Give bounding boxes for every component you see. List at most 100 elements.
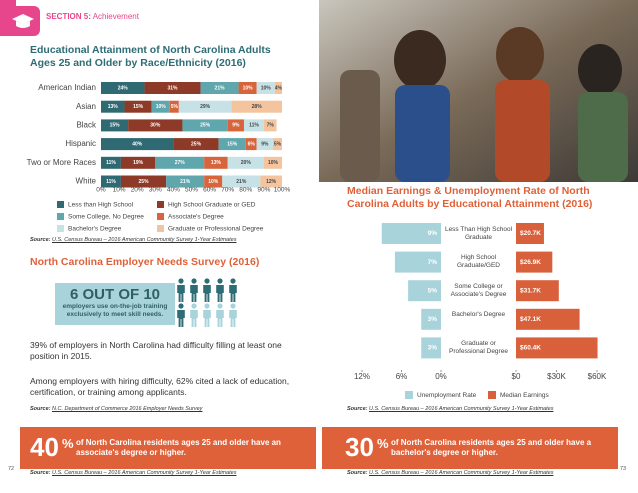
value-label: 9% [428, 230, 438, 237]
value-label: 11% [106, 179, 116, 185]
value-label: 40% [132, 141, 143, 147]
bar [381, 223, 441, 244]
value-label: 19% [133, 160, 144, 166]
bar-segment [178, 100, 232, 113]
category-label: Black [76, 121, 97, 130]
value-label: 28% [252, 104, 263, 110]
bar [516, 251, 553, 273]
callout-number: 40 [30, 432, 59, 462]
source: Source: N.C. Department of Commerce 2016… [30, 406, 202, 412]
category-label: Graduate or Professional Degree [449, 339, 508, 355]
x-tick-label: 80% [239, 187, 252, 194]
source-text: U.S. Census Bureau – 2016 American Commu… [52, 470, 237, 476]
bar [516, 280, 559, 302]
bar-segment [204, 156, 228, 169]
graduation-cap [12, 14, 34, 28]
stat-text: employers use on-the-job training exclus… [62, 303, 168, 318]
bar [421, 308, 441, 330]
bar-segment [182, 119, 228, 132]
value-label: 27% [175, 160, 186, 166]
source: Source: U.S. Census Bureau – 2016 Americ… [347, 470, 553, 476]
value-label: 25% [191, 141, 202, 147]
paragraph: Among employers with hiring difficulty, … [30, 376, 290, 397]
bar-segment [256, 82, 275, 94]
bar-segment [238, 82, 257, 94]
bar-segment [155, 156, 205, 169]
legend-swatch [157, 213, 164, 220]
photo-figure [495, 80, 550, 182]
source-text: U.S. Census Bureau – 2016 American Commu… [369, 406, 554, 412]
value-label: 10% [261, 85, 272, 91]
legend-swatch [405, 391, 413, 399]
legend-swatch [57, 213, 64, 220]
value-label: $47.1K [520, 316, 541, 323]
value-label: $31.7K [520, 287, 541, 294]
bar-segment [166, 175, 205, 188]
stat-number: 6 OUT OF 10 [69, 286, 161, 303]
x-tick-label: 40% [167, 187, 180, 194]
legend-swatch [157, 225, 164, 232]
value-label: 15% [133, 104, 144, 110]
value-label: 10% [156, 104, 167, 110]
x-tick-label: 100% [274, 187, 291, 194]
source-label: Source: [347, 470, 368, 476]
x-tick-label: 0% [435, 372, 447, 381]
callout-unit: % [377, 436, 389, 451]
photo-figure [496, 27, 544, 83]
chart-title: Median Earnings & Unemployment Rate of N… [347, 185, 593, 210]
x-tick-label: 10% [113, 187, 126, 194]
bar-segment [169, 100, 179, 113]
page-number: 73 [620, 466, 627, 472]
bar-segment [101, 138, 174, 151]
value-label: 6% [248, 141, 256, 147]
x-tick-label: 6% [396, 372, 408, 381]
bar-segment [263, 156, 282, 169]
photo-figure [395, 85, 450, 182]
value-label: 12% [266, 179, 277, 185]
photo-figure [578, 92, 628, 182]
category-label: Asian [76, 102, 96, 111]
bar [516, 308, 580, 330]
value-label: 3% [428, 316, 438, 323]
source: Source: U.S. Census Bureau – 2016 Americ… [30, 237, 236, 243]
bar-segment [200, 82, 239, 94]
source-text: U.S. Census Bureau – 2016 American Commu… [52, 237, 237, 243]
bar-segment [256, 138, 273, 151]
callout-text: of North Carolina residents ages 25 and … [76, 438, 281, 457]
source-label: Source: [30, 406, 51, 412]
value-label: 5% [274, 141, 282, 147]
x-tick-label: 50% [185, 187, 198, 194]
legend-swatch [57, 201, 64, 208]
value-label: 21% [180, 179, 191, 185]
section-name: Achievement [92, 12, 139, 21]
section-heading: SECTION 5: Achievement [46, 12, 139, 21]
value-label: 10% [208, 179, 219, 185]
value-label: $60.4K [520, 345, 541, 352]
value-label: 5% [428, 287, 438, 294]
x-tick-label: $30K [547, 372, 566, 381]
x-tick-label: 12% [354, 372, 370, 381]
stat-box [55, 283, 175, 325]
source-text: U.S. Census Bureau – 2016 American Commu… [369, 470, 554, 476]
category-label: Hispanic [65, 139, 96, 148]
source-label: Source: [30, 470, 51, 476]
bar-segment [128, 119, 183, 132]
legend-label: Graduate or Professional Degree [168, 226, 264, 233]
value-label: 9% [261, 141, 269, 147]
category-label: Two or More Races [27, 158, 96, 167]
callout-number: 30 [345, 432, 374, 462]
bar [408, 280, 441, 302]
bar-segment [218, 138, 246, 151]
bar [394, 251, 441, 273]
section-title: North Carolina Employer Needs Survey (20… [30, 256, 260, 268]
section-label: SECTION 5: [46, 12, 91, 21]
bar-segment [204, 175, 223, 188]
bar-segment [243, 119, 264, 132]
callout-text: of North Carolina residents ages 25 and … [391, 438, 592, 457]
category-label: American Indian [38, 83, 96, 92]
legend-label: Median Earnings [500, 392, 550, 399]
value-label: 25% [200, 123, 211, 129]
legend-label: Some College, No Degree [68, 214, 144, 221]
